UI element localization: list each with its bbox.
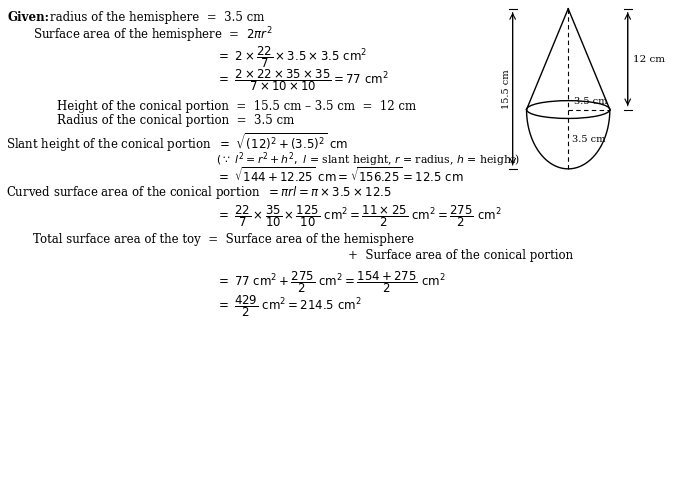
Text: 12 cm: 12 cm xyxy=(633,55,665,63)
Text: Curved surface area of the conical portion  $= \pi rl = \pi \times 3.5 \times 12: Curved surface area of the conical porti… xyxy=(6,183,392,201)
Text: 15.5 cm: 15.5 cm xyxy=(502,69,511,109)
Text: radius of the hemisphere  =  3.5 cm: radius of the hemisphere = 3.5 cm xyxy=(50,11,265,24)
Text: $= \ \sqrt{144 + 12.25} \ \mathrm{cm} = \sqrt{156.25} = 12.5 \ \mathrm{cm}$: $= \ \sqrt{144 + 12.25} \ \mathrm{cm} = … xyxy=(216,166,464,184)
Text: Radius of the conical portion  =  3.5 cm: Radius of the conical portion = 3.5 cm xyxy=(57,115,294,127)
Text: Surface area of the hemisphere  =  $2\pi r^2$: Surface area of the hemisphere = $2\pi r… xyxy=(32,25,272,45)
Text: Total surface area of the toy  =  Surface area of the hemisphere: Total surface area of the toy = Surface … xyxy=(32,233,413,246)
Text: +  Surface area of the conical portion: + Surface area of the conical portion xyxy=(348,249,573,262)
Text: Height of the conical portion  =  15.5 cm – 3.5 cm  =  12 cm: Height of the conical portion = 15.5 cm … xyxy=(57,100,417,113)
Text: $= \ 2 \times \dfrac{22}{7} \times 3.5 \times 3.5 \ \mathrm{cm}^2$: $= \ 2 \times \dfrac{22}{7} \times 3.5 \… xyxy=(216,44,367,70)
Text: Slant height of the conical portion  $= \ \sqrt{(12)^2+(3.5)^2} \ \mathrm{cm}$: Slant height of the conical portion $= \… xyxy=(6,131,348,154)
Text: 3.5 cm: 3.5 cm xyxy=(572,135,606,143)
Text: Given:: Given: xyxy=(8,11,50,24)
Text: $= \ \dfrac{2 \times 22 \times 35 \times 35}{7 \times 10 \times 10} = 77 \ \math: $= \ \dfrac{2 \times 22 \times 35 \times… xyxy=(216,67,389,93)
Text: $= \ \dfrac{429}{2} \ \mathrm{cm}^2 = 214.5 \ \mathrm{cm}^2$: $= \ \dfrac{429}{2} \ \mathrm{cm}^2 = 21… xyxy=(216,293,361,319)
Text: 3.5 cm: 3.5 cm xyxy=(574,97,608,105)
Text: $= \ 77 \ \mathrm{cm}^2 + \dfrac{275}{2} \ \mathrm{cm}^2 = \dfrac{154 + 275}{2} : $= \ 77 \ \mathrm{cm}^2 + \dfrac{275}{2}… xyxy=(216,270,446,295)
Text: $= \ \dfrac{22}{7} \times \dfrac{35}{10} \times \dfrac{125}{10} \ \mathrm{cm}^2 : $= \ \dfrac{22}{7} \times \dfrac{35}{10}… xyxy=(216,203,502,229)
Text: $(\because \ l^2 = r^2 + h^2, \ l$ = slant height, $r$ = radius, $h$ = height): $(\because \ l^2 = r^2 + h^2, \ l$ = sla… xyxy=(216,150,520,169)
